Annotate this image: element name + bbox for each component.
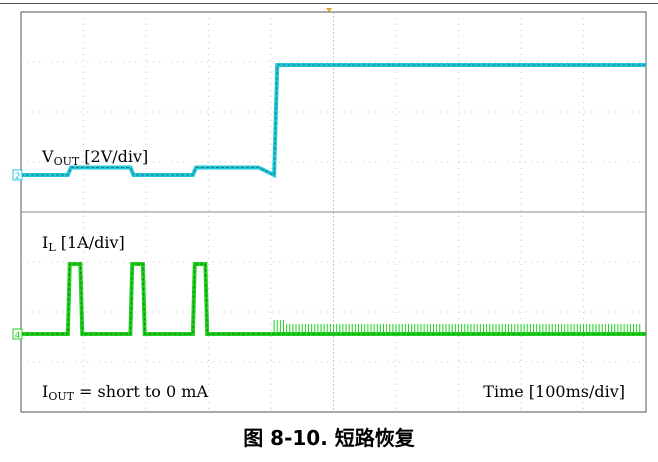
figure-caption: 图 8-10. 短路恢复	[243, 426, 415, 450]
page-top-rule	[0, 3, 658, 4]
channel-marker-ch2: 2	[12, 169, 23, 182]
svg-text:2: 2	[15, 172, 21, 182]
series-label-vout: VOUT [2V/div]	[41, 147, 148, 168]
series-trace-noise-ch4	[21, 263, 646, 335]
channel-markers: 24	[12, 169, 23, 341]
time-scale-label: Time [100ms/div]	[483, 382, 625, 401]
channel-marker-ch4: 4	[12, 328, 23, 341]
series-trace-noise-ch2	[21, 64, 646, 176]
traces	[21, 63, 646, 336]
oscilloscope-plot: VOUT [2V/div] IL [1A/div] IOUT = short t…	[12, 8, 647, 413]
condition-annotation: IOUT = short to 0 mA	[42, 382, 208, 403]
series-label-il: IL [1A/div]	[42, 233, 125, 254]
trigger-marker	[326, 8, 332, 12]
svg-text:4: 4	[15, 331, 21, 341]
